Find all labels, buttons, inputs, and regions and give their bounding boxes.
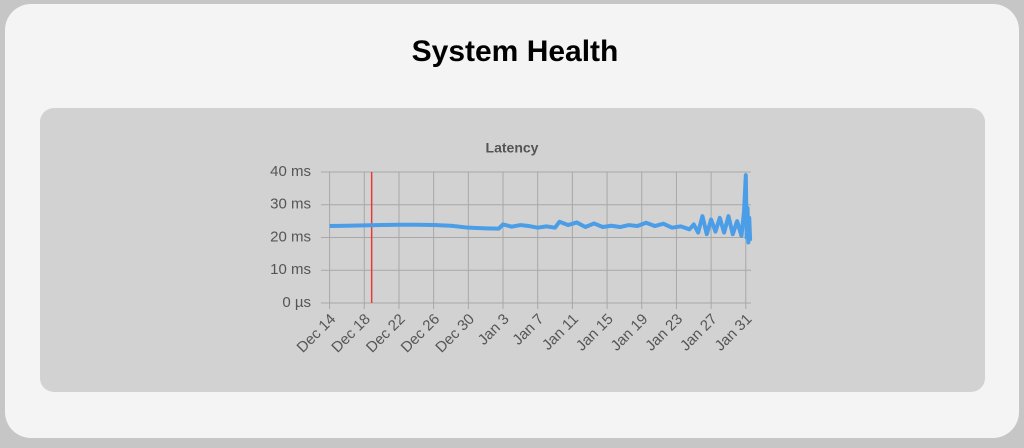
chart-panel bbox=[40, 108, 985, 392]
y-tick-label: 30 ms bbox=[270, 196, 311, 213]
page-title: System Health bbox=[412, 35, 619, 68]
y-tick-label: 10 ms bbox=[270, 261, 311, 278]
latency-line bbox=[329, 173, 753, 245]
chart-title: Latency bbox=[486, 140, 539, 156]
y-tick-label: 0 µs bbox=[282, 294, 311, 311]
y-tick-label: 20 ms bbox=[270, 228, 311, 245]
y-tick-label: 40 ms bbox=[270, 163, 311, 180]
